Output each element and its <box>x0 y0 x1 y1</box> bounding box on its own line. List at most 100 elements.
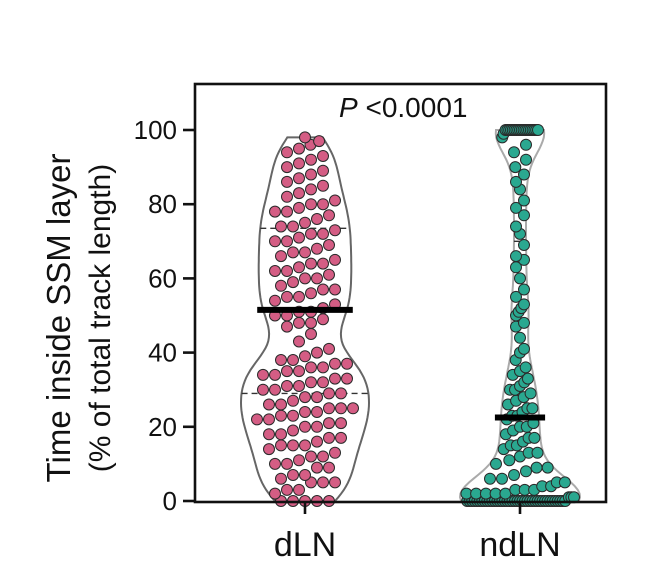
point-dLN <box>293 365 305 378</box>
x-tick-label-dLN: dLN <box>274 526 336 564</box>
y-tick-label-80: 80 <box>148 189 177 219</box>
point-dLN <box>269 487 281 500</box>
point-dLN <box>269 383 281 396</box>
point-dLN <box>293 157 305 170</box>
point-dLN <box>305 328 317 340</box>
point-dLN <box>287 424 299 437</box>
point-dLN <box>305 361 317 374</box>
point-dLN <box>299 439 311 452</box>
point-dLN <box>275 354 287 366</box>
point-dLN <box>293 335 305 348</box>
point-dLN <box>281 205 293 218</box>
point-dLN <box>281 290 293 303</box>
point-dLN <box>317 150 329 162</box>
point-dLN <box>329 253 341 266</box>
point-dLN <box>323 209 335 222</box>
point-ndLN <box>510 250 522 263</box>
point-ndLN <box>518 194 530 207</box>
point-ndLN <box>490 457 502 470</box>
point-ndLN <box>509 161 522 174</box>
point-dLN <box>311 406 323 418</box>
point-dLN <box>323 431 335 444</box>
point-dLN <box>293 201 305 214</box>
point-dLN <box>305 227 317 240</box>
point-dLN <box>299 391 311 404</box>
point-dLN <box>281 235 293 248</box>
x-axis: dLN ndLN <box>274 502 561 564</box>
point-dLN <box>275 220 287 233</box>
point-dLN <box>305 450 317 463</box>
point-dLN <box>287 469 299 481</box>
point-ndLN <box>496 472 508 485</box>
point-dLN <box>323 417 335 430</box>
point-ndLN <box>518 209 530 222</box>
violin-dLN <box>239 136 371 502</box>
point-ndLN <box>520 138 532 151</box>
data-points <box>251 124 580 507</box>
point-dLN <box>269 205 281 218</box>
point-dLN <box>281 175 293 188</box>
point-dLN <box>281 146 293 159</box>
point-dLN <box>275 472 287 485</box>
point-dLN <box>281 457 293 470</box>
point-dLN <box>305 257 317 270</box>
point-ndLN <box>526 402 539 415</box>
point-dLN <box>251 413 263 426</box>
point-ndLN <box>510 175 522 188</box>
point-dLN <box>305 316 317 329</box>
point-dLN <box>305 198 317 211</box>
point-dLN <box>281 161 293 174</box>
point-ndLN <box>518 298 530 311</box>
point-dLN <box>317 179 329 192</box>
point-dLN <box>305 168 317 181</box>
y-tick-label-0: 0 <box>163 486 177 516</box>
point-dLN <box>299 216 311 229</box>
point-dLN <box>263 413 275 426</box>
point-dLN <box>323 402 335 415</box>
point-dLN <box>305 183 317 196</box>
point-dLN <box>257 368 269 381</box>
point-dLN <box>275 409 287 422</box>
point-dLN <box>293 483 305 496</box>
point-ndLN <box>520 465 532 478</box>
point-dLN <box>317 257 329 270</box>
point-dLN <box>317 198 329 211</box>
point-dLN <box>299 420 311 433</box>
point-dLN <box>329 194 341 207</box>
point-dLN <box>287 220 299 233</box>
point-ndLN <box>519 361 532 374</box>
point-dLN <box>313 135 326 148</box>
point-dLN <box>287 246 299 259</box>
point-dLN <box>317 313 329 326</box>
point-ndLN <box>531 446 544 459</box>
point-dLN <box>293 380 305 392</box>
point-dLN <box>281 365 293 378</box>
point-dLN <box>293 454 305 467</box>
point-dLN <box>341 372 353 385</box>
point-dLN <box>293 172 305 185</box>
y-tick-label-20: 20 <box>148 412 177 442</box>
point-dLN <box>335 417 347 430</box>
point-dLN <box>263 428 275 441</box>
point-dLN <box>305 376 317 389</box>
point-dLN <box>293 290 305 303</box>
point-dLN <box>317 361 329 374</box>
point-dLN <box>287 394 299 407</box>
point-ndLN <box>518 168 530 181</box>
point-dLN <box>341 357 353 370</box>
point-ndLN <box>518 283 530 296</box>
point-dLN <box>311 272 323 285</box>
point-ndLN <box>508 469 520 481</box>
point-dLN <box>257 383 269 396</box>
point-dLN <box>317 283 329 296</box>
point-ndLN <box>518 316 530 329</box>
point-dLN <box>281 320 293 333</box>
median-lines <box>257 306 546 421</box>
point-dLN <box>281 265 293 277</box>
point-ndLN <box>518 239 530 251</box>
point-dLN <box>329 476 341 489</box>
point-ndLN <box>520 153 532 166</box>
point-dLN <box>293 261 305 274</box>
point-ndLN <box>514 331 526 344</box>
